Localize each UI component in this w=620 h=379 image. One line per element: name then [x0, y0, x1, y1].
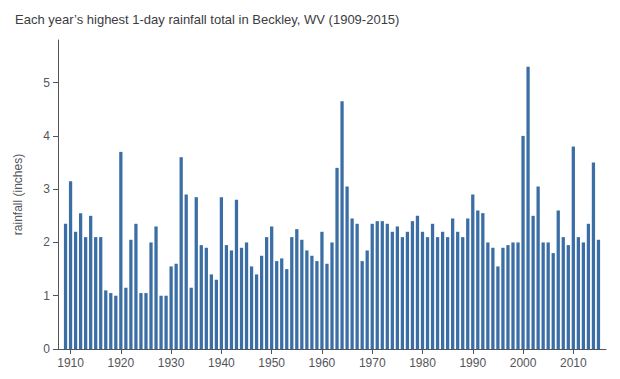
svg-text:5: 5 [43, 76, 50, 90]
svg-text:1940: 1940 [208, 356, 235, 370]
svg-text:1910: 1910 [57, 356, 84, 370]
svg-text:1950: 1950 [258, 356, 285, 370]
svg-text:2010: 2010 [560, 356, 587, 370]
svg-text:1980: 1980 [409, 356, 436, 370]
svg-text:rainfall (inches): rainfall (inches) [11, 154, 25, 235]
svg-text:1: 1 [43, 289, 50, 303]
svg-text:1930: 1930 [158, 356, 185, 370]
svg-text:1920: 1920 [107, 356, 134, 370]
svg-text:1960: 1960 [309, 356, 336, 370]
svg-text:2: 2 [43, 235, 50, 249]
svg-text:1990: 1990 [459, 356, 486, 370]
svg-text:4: 4 [43, 129, 50, 143]
svg-text:0: 0 [43, 342, 50, 356]
svg-text:2000: 2000 [510, 356, 537, 370]
svg-text:Each year’s highest 1-day rain: Each year’s highest 1-day rainfall total… [15, 12, 399, 27]
svg-text:1970: 1970 [359, 356, 386, 370]
svg-text:3: 3 [43, 182, 50, 196]
